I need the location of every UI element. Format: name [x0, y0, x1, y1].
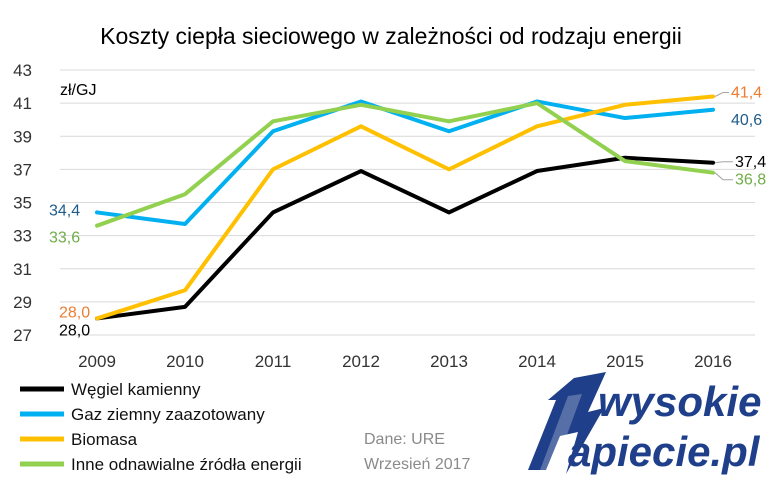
source-line-2: Wrzesień 2017 [364, 456, 471, 473]
legend-label: Gaz ziemny zaazotowany [71, 405, 265, 424]
y-tick-label: 29 [13, 293, 32, 312]
series-lines [95, 94, 715, 321]
chart-title: Koszty ciepła sieciowego w zależności od… [100, 23, 682, 49]
series-line-3 [95, 101, 715, 228]
y-tick-label: 39 [13, 127, 32, 146]
y-tick-label: 31 [13, 260, 32, 279]
data-label: 37,4 [735, 154, 766, 171]
source-line-1: Dane: URE [364, 431, 445, 448]
data-label: 40,6 [731, 112, 762, 129]
legend-label: Węgiel kamienny [71, 380, 201, 399]
legend-label: Inne odnawialne źródła energii [71, 455, 302, 474]
y-tick-label: 35 [13, 194, 32, 213]
lightning-bolt-icon [528, 372, 606, 474]
y-tick-label: 43 [13, 61, 32, 80]
gridlines [60, 69, 755, 336]
x-tick-label: 2009 [78, 352, 116, 371]
data-label: 28,0 [59, 304, 90, 321]
x-tick-label: 2010 [166, 352, 204, 371]
data-label: 33,6 [49, 230, 80, 247]
x-tick-label: 2016 [694, 352, 732, 371]
data-labels: 28,028,0 34,4 33,6 41,4 40,6 37,436,8 [49, 85, 766, 340]
x-tick-label: 2011 [255, 352, 292, 371]
label-leader-lines [714, 92, 733, 181]
y-axis-unit: zł/GJ [60, 82, 96, 99]
label-leader-line [714, 92, 729, 97]
x-tick-label: 2012 [342, 352, 380, 371]
y-axis-ticks: 27 29 31 33 35 37 39 41 43 [13, 61, 32, 345]
label-leader-line [714, 172, 733, 181]
logo: wysokie apiecie.pl [528, 372, 761, 475]
logo-line-1: wysokie [598, 378, 761, 425]
logo-line-2: apiecie.pl [568, 428, 761, 475]
x-axis-ticks: 2009 2010 2011 2012 2013 2014 2015 2016 [78, 352, 732, 371]
legend-label: Biomasa [71, 430, 138, 449]
data-label: 36,8 [735, 172, 766, 189]
y-tick-label: 37 [13, 160, 32, 179]
data-label: 41,4 [731, 85, 762, 102]
legend: Węgiel kamienny Gaz ziemny zaazotowany Bio… [20, 380, 302, 474]
x-tick-label: 2015 [606, 352, 644, 371]
y-tick-label: 27 [13, 326, 32, 345]
x-tick-label: 2013 [430, 352, 468, 371]
data-label: 34,4 [49, 202, 80, 219]
x-tick-label: 2014 [518, 352, 556, 371]
series-line-0 [95, 155, 715, 321]
label-leader-line [714, 161, 733, 164]
data-label: 28,0 [59, 322, 90, 339]
y-tick-label: 33 [13, 227, 32, 246]
y-tick-label: 41 [13, 94, 32, 113]
series-line-1 [95, 99, 715, 227]
series-line-2 [95, 94, 715, 321]
